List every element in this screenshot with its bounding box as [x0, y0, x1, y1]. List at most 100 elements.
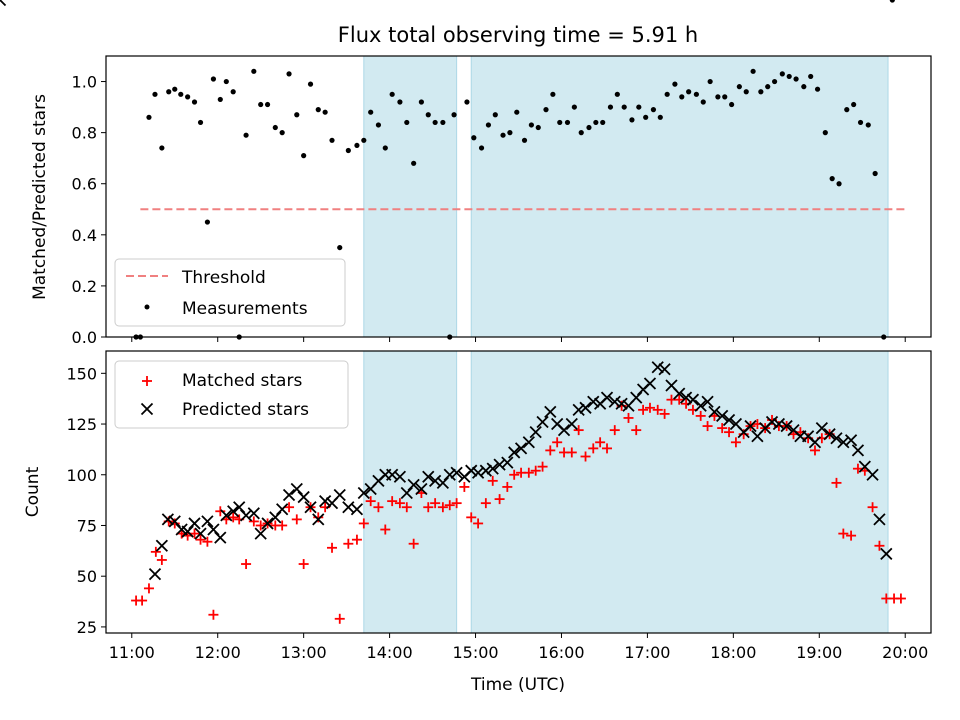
- measurement-point: [889, 0, 895, 3]
- measurement-point: [279, 130, 285, 136]
- measurement-point: [629, 117, 635, 123]
- matched-star-point: [552, 437, 563, 448]
- matched-star-point: [195, 534, 206, 545]
- bottom-x-tick-label: 20:00: [882, 643, 928, 662]
- predicted-star-point: [694, 399, 707, 412]
- bottom-x-tick-label: 12:00: [195, 643, 241, 662]
- matched-star-point: [874, 540, 885, 551]
- matched-star-point: [387, 496, 398, 507]
- measurement-point: [743, 89, 749, 95]
- bottom-x-tick-label: 19:00: [796, 643, 842, 662]
- legend-measurements-label: Measurements: [182, 299, 308, 319]
- matched-star-point: [437, 502, 448, 513]
- measurement-point: [758, 89, 764, 95]
- predicted-star-point: [429, 474, 442, 487]
- measurement-points: [133, 0, 895, 340]
- predicted-star-point: [557, 423, 571, 437]
- predicted-star-point: [297, 490, 310, 504]
- predicted-star-point: [508, 446, 521, 459]
- matched-star-point: [846, 530, 857, 541]
- measurement-point: [872, 170, 878, 177]
- matched-star-point: [487, 475, 498, 486]
- predicted-star-point: [450, 466, 463, 479]
- measurement-point: [836, 181, 842, 187]
- bottom-x-tick-label: 16:00: [538, 643, 584, 662]
- bottom-y-tick-label: 25: [77, 618, 97, 637]
- matched-star-point: [313, 512, 324, 523]
- matched-star-point: [638, 404, 649, 415]
- measurement-point: [771, 78, 778, 85]
- measurement-point: [172, 86, 178, 92]
- top-axes-frame: [105, 55, 932, 338]
- predicted-star-point: [772, 417, 786, 431]
- measurement-point: [315, 107, 321, 113]
- measurement-point: [636, 104, 642, 110]
- bottom-x-axis-label: Time (UTC): [470, 675, 565, 695]
- matched-star-point: [189, 528, 200, 539]
- top-y-tick-label: 0.2: [72, 277, 97, 296]
- measurement-point: [514, 109, 520, 115]
- measurement-point: [793, 76, 799, 82]
- measurement-point: [707, 78, 713, 85]
- bottom-y-tick-label: 100: [66, 466, 97, 485]
- matched-star-point: [588, 443, 599, 454]
- measurement-point: [557, 119, 563, 126]
- predicted-star-point: [261, 517, 274, 530]
- matched-star-point: [277, 520, 288, 531]
- predicted-star-point: [188, 517, 201, 530]
- bottom-x-tick-label: 15:00: [452, 643, 498, 662]
- matched-star-point: [809, 445, 820, 456]
- matched-star-point: [365, 496, 376, 507]
- measurement-point: [185, 94, 191, 100]
- measurement-point: [440, 119, 446, 126]
- predicted-star-point: [851, 444, 865, 457]
- measurement-point: [389, 91, 395, 97]
- matched-star-point: [480, 498, 491, 509]
- measurement-point: [607, 104, 614, 110]
- matched-star-point: [659, 408, 670, 419]
- matched-star-point: [595, 437, 606, 448]
- top-y-tick-label: 1.0: [72, 73, 97, 92]
- measurement-point: [191, 99, 198, 105]
- measurement-point: [345, 147, 351, 154]
- matched-star-point: [509, 469, 520, 480]
- matched-star-point: [327, 542, 338, 553]
- measurement-point: [294, 112, 300, 118]
- matched-star-point: [423, 502, 434, 513]
- bottom-legend-box: [114, 360, 349, 429]
- bottom-x-tick-label: 13:00: [281, 643, 327, 662]
- predicted-star-point: [155, 539, 168, 552]
- top-y-axis-label: Matched/Predicted stars: [30, 94, 50, 300]
- matched-star-point: [143, 583, 154, 594]
- measurement-point: [507, 130, 513, 136]
- measurement-point: [217, 96, 223, 103]
- matched-star-point: [609, 425, 620, 436]
- matched-star-point: [451, 498, 462, 509]
- matched-star-point: [602, 443, 613, 454]
- matched-star-point: [284, 502, 295, 513]
- bottom-x-ticks: 11:00 12:00 13:00 14:00 15:00 16:00 17:00 18:00…: [109, 633, 928, 662]
- measurement-point: [492, 112, 498, 118]
- predicted-star-point: [514, 442, 528, 455]
- matched-star-point: [459, 481, 470, 492]
- measurement-point: [146, 114, 152, 120]
- measurement-point: [286, 71, 292, 77]
- measurement-point: [397, 99, 403, 105]
- measurement-point: [485, 122, 492, 128]
- matched-star-point: [695, 410, 706, 421]
- predicted-stars-points: [0, 0, 893, 581]
- matched-star-point: [241, 559, 252, 570]
- measurement-point: [808, 73, 814, 80]
- top-panel: 0.0 0.2 0.4 0.6 0.8 1.0 Matched/Predicted sta…: [30, 0, 932, 347]
- measurement-point: [432, 119, 438, 126]
- top-y-ticks: 0.0 0.2 0.4 0.6 0.8 1.0: [72, 73, 106, 347]
- top-shaded-regions: [363, 55, 889, 338]
- matched-star-point: [545, 445, 556, 456]
- matched-star-point: [644, 402, 655, 413]
- predicted-star-point: [673, 387, 686, 400]
- measurement-point: [593, 119, 599, 126]
- measurement-point: [500, 132, 506, 138]
- matched-star-point: [831, 477, 842, 488]
- predicted-star-point: [214, 531, 227, 544]
- measurement-point: [382, 145, 388, 151]
